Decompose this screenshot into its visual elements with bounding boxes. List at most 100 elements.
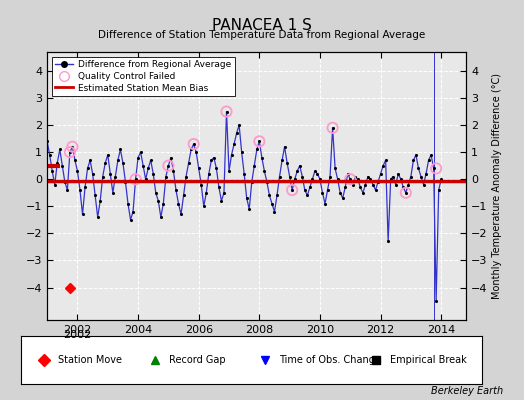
Point <box>116 146 125 153</box>
Point <box>311 168 319 174</box>
Point <box>341 184 350 190</box>
Point <box>194 165 203 172</box>
Point <box>348 182 357 188</box>
Point <box>333 176 342 182</box>
Point <box>247 179 256 185</box>
Point <box>412 152 420 158</box>
Text: PANACEA 1 S: PANACEA 1 S <box>212 18 312 33</box>
Point <box>202 190 211 196</box>
Point <box>151 190 160 196</box>
Text: Empirical Break: Empirical Break <box>390 355 466 365</box>
Point <box>167 154 175 161</box>
Point <box>164 162 172 169</box>
Point <box>283 160 291 166</box>
Point <box>329 124 337 131</box>
Point <box>313 171 322 177</box>
Text: Difference of Station Temperature Data from Regional Average: Difference of Station Temperature Data f… <box>99 30 425 40</box>
Point <box>149 171 157 177</box>
Point <box>114 157 122 164</box>
Point <box>217 198 226 204</box>
Point <box>132 176 140 182</box>
Point <box>164 162 172 169</box>
Point <box>321 200 329 207</box>
Point <box>126 217 135 223</box>
Point <box>159 200 168 207</box>
Point <box>381 157 390 164</box>
Point <box>419 182 428 188</box>
Point <box>197 182 205 188</box>
Point <box>91 192 100 199</box>
Point <box>414 165 423 172</box>
Point <box>184 160 193 166</box>
Point <box>96 198 104 204</box>
Point <box>323 187 332 193</box>
Point <box>387 176 395 182</box>
Point <box>134 154 143 161</box>
Point <box>99 173 107 180</box>
Point <box>255 138 264 144</box>
Point <box>104 152 112 158</box>
Point <box>329 124 337 131</box>
Point <box>222 108 231 115</box>
Point <box>331 165 340 172</box>
Point <box>225 168 233 174</box>
Point <box>326 173 334 180</box>
Point <box>379 162 387 169</box>
Point <box>422 171 430 177</box>
Point <box>204 171 213 177</box>
Point <box>346 176 354 182</box>
Point <box>372 187 380 193</box>
Point <box>222 108 231 115</box>
Point <box>263 179 271 185</box>
Point <box>427 152 435 158</box>
Text: Time of Obs. Change: Time of Obs. Change <box>279 355 381 365</box>
Legend: Difference from Regional Average, Quality Control Failed, Estimated Station Mean: Difference from Regional Average, Qualit… <box>52 56 235 96</box>
Point <box>255 138 264 144</box>
Point <box>376 171 385 177</box>
Point <box>270 208 279 215</box>
Point <box>354 176 362 182</box>
Point <box>356 184 365 190</box>
Point <box>66 149 74 155</box>
Point <box>258 154 266 161</box>
Point <box>298 173 307 180</box>
Point <box>318 190 326 196</box>
Point <box>227 152 236 158</box>
Point <box>230 141 238 147</box>
Point <box>430 165 438 172</box>
Point <box>200 203 208 210</box>
Point <box>207 157 215 164</box>
Point <box>434 187 443 193</box>
Text: Station Move: Station Move <box>58 355 122 365</box>
Point <box>351 173 359 180</box>
Point <box>401 190 410 196</box>
Point <box>66 149 74 155</box>
Point <box>437 176 445 182</box>
Point <box>106 171 114 177</box>
Point <box>260 168 269 174</box>
Point <box>278 157 286 164</box>
Point <box>253 146 261 153</box>
Point <box>169 168 178 174</box>
Point <box>366 176 375 182</box>
Point <box>288 187 297 193</box>
Point <box>268 200 276 207</box>
Point <box>250 162 258 169</box>
Text: Berkeley Earth: Berkeley Earth <box>431 386 503 396</box>
Point <box>243 195 251 201</box>
Point <box>424 157 433 164</box>
Point <box>58 162 67 169</box>
Point <box>316 176 324 182</box>
Point <box>280 144 289 150</box>
Point <box>53 160 61 166</box>
Point <box>147 157 155 164</box>
Point <box>336 190 344 196</box>
Point <box>290 176 299 182</box>
Point <box>50 182 59 188</box>
Point <box>407 173 415 180</box>
Point <box>344 171 352 177</box>
Point <box>101 160 110 166</box>
Point <box>129 208 137 215</box>
Point <box>136 149 145 155</box>
Point <box>79 211 87 218</box>
